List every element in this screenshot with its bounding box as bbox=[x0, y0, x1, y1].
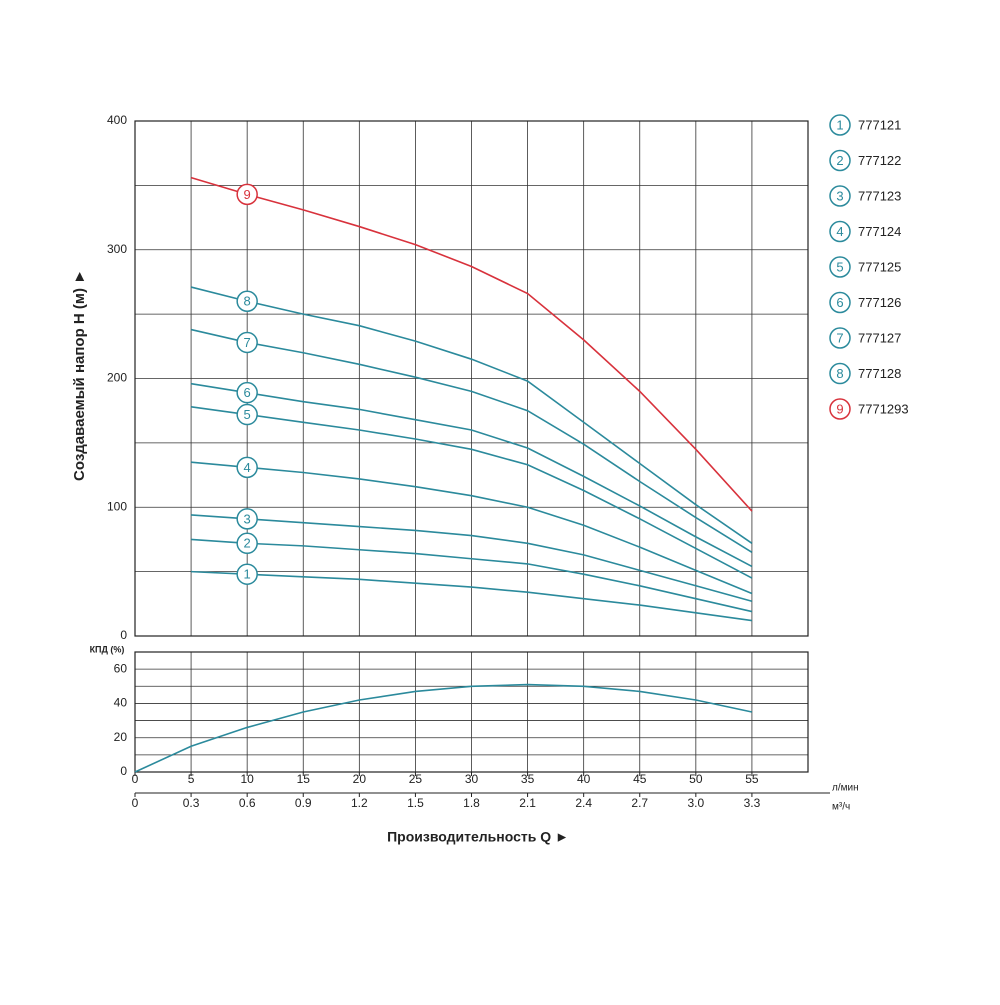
x-tick-label: 15 bbox=[297, 772, 311, 786]
x2-tick-label: 2.1 bbox=[519, 796, 536, 810]
series-line bbox=[134, 683, 753, 773]
curve-label-badge bbox=[236, 532, 258, 555]
series-line bbox=[190, 382, 753, 568]
x-tick-label: 35 bbox=[521, 772, 535, 786]
x2-tick-label: 1.5 bbox=[407, 796, 424, 810]
x-tick-label: 25 bbox=[409, 772, 423, 786]
legend-badge bbox=[829, 114, 851, 136]
legend-badge bbox=[829, 362, 851, 385]
legend-label: 777125 bbox=[858, 259, 901, 274]
curve-label: 1 bbox=[244, 567, 251, 582]
legend-label: 777128 bbox=[858, 366, 901, 381]
legend-label: 7771293 bbox=[858, 401, 909, 416]
x-tick-label: 50 bbox=[689, 772, 703, 786]
legend-number: 6 bbox=[836, 295, 843, 310]
x2-tick-label: 2.7 bbox=[631, 796, 648, 810]
y-tick-label: 0 bbox=[120, 628, 127, 642]
legend-number: 7 bbox=[836, 330, 843, 345]
legend-label: 777126 bbox=[858, 295, 901, 310]
curve-label: 7 bbox=[244, 335, 251, 350]
y-tick-label: 0 bbox=[120, 764, 127, 778]
y-tick-label: 20 bbox=[114, 730, 128, 744]
x-tick-label: 30 bbox=[465, 772, 479, 786]
x-tick-label: 0 bbox=[132, 772, 139, 786]
x-tick-label: 5 bbox=[188, 772, 195, 786]
x2-tick-label: 0.3 bbox=[183, 796, 200, 810]
curve-label-badge bbox=[236, 290, 258, 312]
curve-label: 2 bbox=[244, 536, 251, 551]
x-tick-label: 45 bbox=[633, 772, 647, 786]
series-line bbox=[190, 406, 753, 579]
legend-number: 2 bbox=[836, 153, 843, 168]
legend-number: 8 bbox=[836, 366, 843, 381]
curve-label: 8 bbox=[244, 294, 251, 309]
legend-badge bbox=[829, 149, 851, 172]
curve-label: 4 bbox=[244, 460, 251, 475]
legend-badge bbox=[829, 256, 851, 278]
legend-badge bbox=[829, 398, 851, 420]
curve-label-badge bbox=[236, 183, 258, 206]
curve-label-badge bbox=[236, 403, 258, 426]
y-tick-label: 100 bbox=[107, 499, 127, 513]
series-line bbox=[190, 286, 753, 544]
curve-label-badge bbox=[236, 331, 258, 354]
legend-badge bbox=[829, 185, 851, 207]
legend-number: 9 bbox=[836, 401, 843, 416]
curve-label: 5 bbox=[244, 407, 251, 422]
legend-number: 5 bbox=[836, 259, 843, 274]
x-tick-label: 55 bbox=[745, 772, 759, 786]
series-line bbox=[191, 461, 753, 595]
x2-unit: м³/ч bbox=[832, 802, 850, 813]
series-line bbox=[190, 176, 753, 512]
legend-number: 4 bbox=[836, 224, 843, 239]
x2-tick-label: 3.0 bbox=[687, 796, 704, 810]
x-unit: л/мин bbox=[832, 783, 859, 794]
legend-badge bbox=[829, 220, 851, 243]
curve-label: 6 bbox=[244, 385, 251, 400]
y-axis-label: Создаваемый напор H (м) ► bbox=[71, 269, 88, 481]
x2-tick-label: 1.8 bbox=[463, 796, 480, 810]
curve-label-badge bbox=[236, 508, 258, 530]
legend-label: 777122 bbox=[858, 153, 901, 168]
curve-label: 9 bbox=[244, 187, 251, 202]
legend-number: 3 bbox=[836, 188, 843, 203]
legend-badge bbox=[829, 327, 851, 349]
x2-tick-label: 2.4 bbox=[575, 796, 592, 810]
y-tick-label: 200 bbox=[107, 371, 127, 385]
curve-label-badge bbox=[236, 381, 258, 404]
curve-label-badge bbox=[236, 563, 258, 585]
x-tick-label: 10 bbox=[240, 772, 254, 786]
y-axis-label: КПД (%) bbox=[90, 644, 125, 654]
x2-tick-label: 0.6 bbox=[239, 796, 256, 810]
legend-label: 777124 bbox=[858, 224, 901, 239]
plot-frame bbox=[134, 120, 809, 637]
curve-label-badge bbox=[236, 456, 258, 479]
curve-label: 3 bbox=[244, 511, 251, 526]
x-axis-label: Производительность Q ► bbox=[387, 829, 569, 845]
series-line bbox=[191, 570, 753, 622]
x2-tick-label: 3.3 bbox=[744, 796, 761, 810]
x-tick-label: 20 bbox=[353, 772, 367, 786]
x2-tick-label: 0.9 bbox=[295, 796, 312, 810]
x-tick-label: 40 bbox=[577, 772, 591, 786]
y-tick-label: 40 bbox=[114, 696, 128, 710]
series-line bbox=[191, 514, 753, 603]
series-line bbox=[190, 328, 753, 553]
y-tick-label: 300 bbox=[107, 242, 127, 256]
legend-label: 777127 bbox=[858, 330, 901, 345]
y-tick-label: 400 bbox=[107, 113, 127, 127]
x2-tick-label: 0 bbox=[132, 796, 139, 810]
legend-number: 1 bbox=[836, 117, 843, 132]
legend-badge bbox=[829, 291, 851, 314]
legend-label: 777123 bbox=[858, 188, 901, 203]
legend-label: 777121 bbox=[858, 117, 901, 132]
x2-tick-label: 1.2 bbox=[351, 796, 368, 810]
series-line bbox=[191, 538, 753, 613]
y-tick-label: 60 bbox=[114, 661, 128, 675]
